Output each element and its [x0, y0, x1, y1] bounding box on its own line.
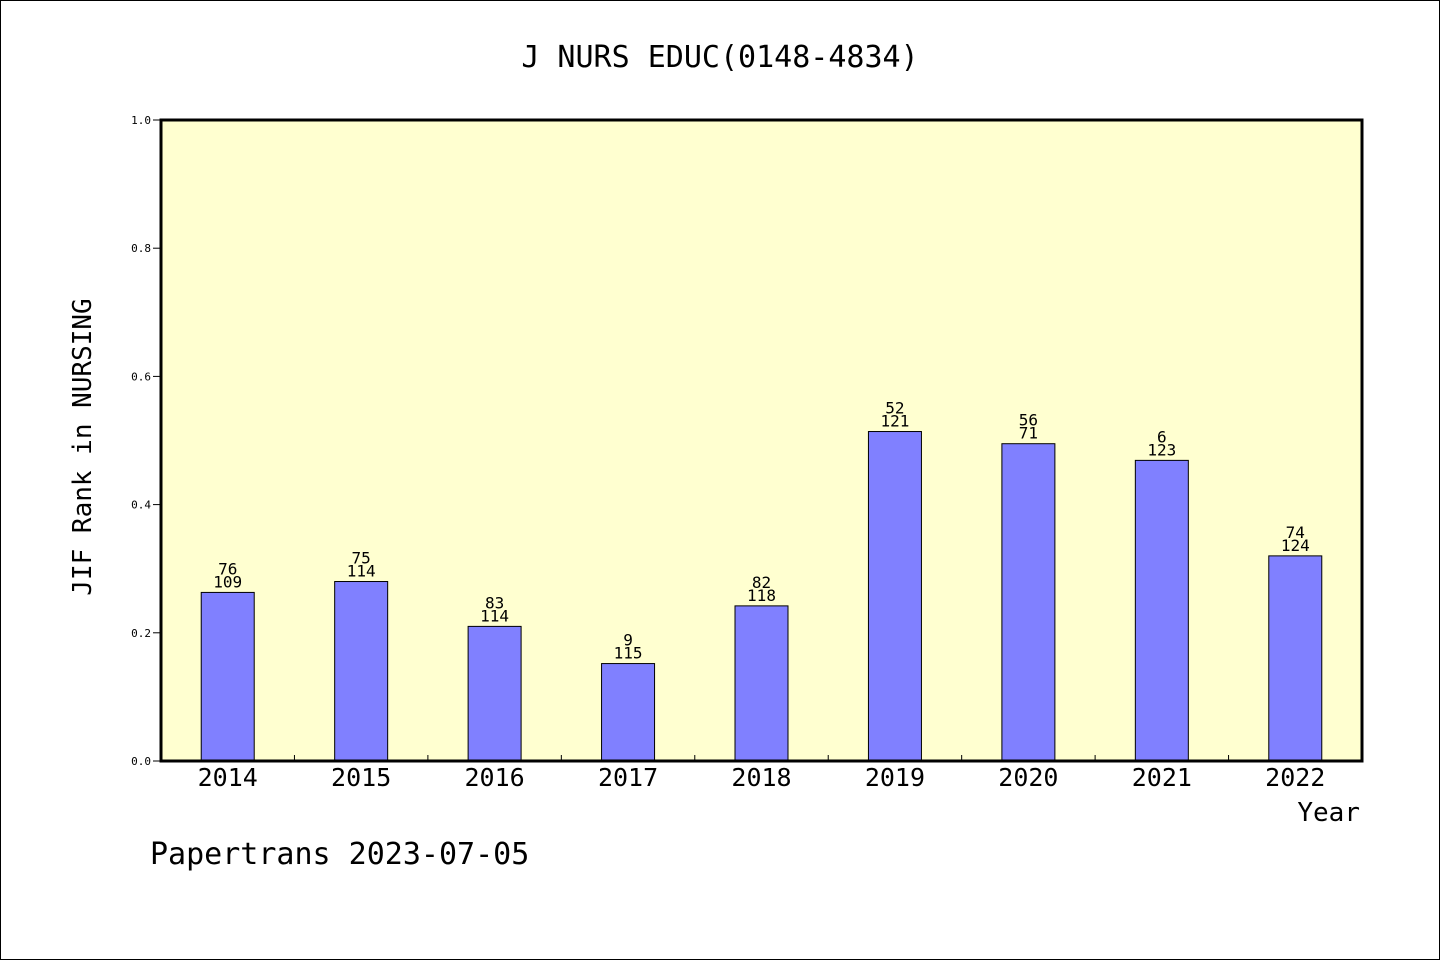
y-tick-label-1.0: 1.0 — [131, 114, 151, 127]
bar-2017 — [601, 663, 656, 762]
x-tick-label-2022: 2022 — [1265, 763, 1325, 792]
bar-2016 — [467, 625, 522, 762]
bar-2014 — [200, 591, 255, 762]
bar-rank-label-2021: 6 — [1157, 427, 1167, 446]
bar-rank-label-2019: 52 — [885, 399, 904, 418]
bar-total-label-2017: 115 — [614, 644, 643, 663]
x-tick-label-2016: 2016 — [465, 763, 525, 792]
footer-credit: Papertrans 2023-07-05 — [150, 837, 529, 872]
bar-total-label-2021: 123 — [1147, 440, 1176, 459]
bar-rank-label-2022: 74 — [1286, 523, 1305, 542]
y-tick-label-0.8: 0.8 — [131, 242, 151, 255]
bar-2015 — [334, 581, 389, 762]
bar-total-label-2015: 114 — [347, 562, 376, 581]
bar-total-label-2020: 71 — [1019, 424, 1038, 443]
bar-total-label-2019: 121 — [880, 412, 909, 431]
x-tick-label-2014: 2014 — [198, 763, 258, 792]
bar-rank-label-2015: 75 — [352, 549, 371, 568]
bar-rank-label-2018: 82 — [752, 573, 771, 592]
bar-rank-label-2017: 9 — [623, 631, 633, 650]
plot-border — [159, 118, 1364, 763]
bar-2019 — [867, 431, 922, 762]
bar-rank-label-2020: 56 — [1019, 411, 1038, 430]
chart-title: J NURS EDUC(0148-4834) — [521, 40, 918, 75]
bar-total-label-2018: 118 — [747, 586, 776, 605]
bar-2018 — [734, 605, 789, 762]
y-tick-label-0.6: 0.6 — [131, 370, 151, 383]
x-tick-label-2017: 2017 — [598, 763, 658, 792]
y-tick-label-0.4: 0.4 — [131, 499, 151, 512]
x-axis-label: Year — [1297, 798, 1360, 828]
y-axis-label: JIF Rank in NURSING — [68, 298, 98, 595]
x-tick-label-2021: 2021 — [1132, 763, 1192, 792]
bar-rank-label-2014: 76 — [218, 559, 237, 578]
y-tick-label-0.2: 0.2 — [131, 627, 151, 640]
bar-total-label-2022: 124 — [1281, 536, 1310, 555]
bar-2021 — [1134, 459, 1189, 762]
x-tick-label-2019: 2019 — [865, 763, 925, 792]
x-tick-label-2015: 2015 — [331, 763, 391, 792]
bar-2020 — [1001, 443, 1056, 762]
x-tick-label-2020: 2020 — [998, 763, 1058, 792]
bar-total-label-2014: 109 — [213, 572, 242, 591]
bar-total-label-2016: 114 — [480, 606, 509, 625]
x-tick-label-2018: 2018 — [731, 763, 791, 792]
y-tick-label-0.0: 0.0 — [131, 755, 151, 768]
bar-rank-label-2016: 83 — [485, 593, 504, 612]
bar-2022 — [1268, 555, 1323, 762]
